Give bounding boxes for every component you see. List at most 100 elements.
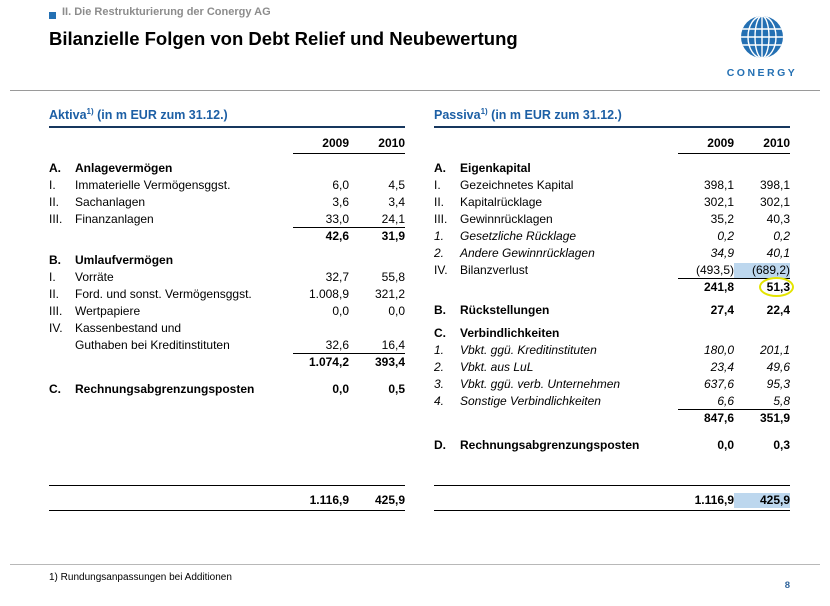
row-values: 637,6 95,3 <box>678 377 790 392</box>
col-header: 2010 <box>763 136 790 151</box>
row-values: 27,4 22,4 <box>678 303 790 318</box>
row-prefix: 1. <box>434 343 445 358</box>
row-label: Gewinnrücklagen <box>460 212 553 227</box>
logo-wordmark: CONERGY <box>726 67 798 79</box>
row-label: Umlaufvermögen <box>75 253 174 268</box>
row-label: Guthaben bei Kreditinstituten <box>75 338 230 353</box>
value-cell: 180,0 <box>678 343 734 358</box>
value-cell <box>293 161 349 176</box>
row-prefix: III. <box>434 212 448 227</box>
value-cell: 398,1 <box>734 178 790 193</box>
value: 393,4 <box>374 355 405 370</box>
value-cell: 31,9 <box>349 229 405 244</box>
footer-divider <box>10 564 820 565</box>
value: 398,1 <box>703 178 734 193</box>
row-values: 398,1 398,1 <box>678 178 790 193</box>
table-row: B. Rückstellungen 27,4 22,4 <box>434 301 790 318</box>
value: 637,6 <box>703 377 734 392</box>
row-values: 1.074,2 393,4 <box>293 353 405 370</box>
value-cell: 4,5 <box>349 178 405 193</box>
value-cell: 847,6 <box>678 411 734 426</box>
value-cell: 32,7 <box>293 270 349 285</box>
passiva-table: Passiva1) (in m EUR zum 31.12.) 2009 2010… <box>434 107 795 511</box>
row-label: Verbindlichkeiten <box>460 326 560 341</box>
value-cell <box>293 253 349 268</box>
spacer-row <box>49 244 405 251</box>
value: 35,2 <box>710 212 734 227</box>
row-prefix: III. <box>49 304 63 319</box>
footnote: 1) Rundungsanpassungen bei Additionen <box>49 572 232 583</box>
table-row: 2. Vbkt. aus LuL 23,4 49,6 <box>434 358 790 375</box>
row-label: Bilanzverlust <box>460 263 529 278</box>
footnote-ref: 1) <box>480 107 488 116</box>
table-row: I. Immaterielle Vermögensggst. 6,0 4,5 <box>49 176 405 193</box>
value-cell: 0,5 <box>349 382 405 397</box>
value-cell: 321,2 <box>349 287 405 302</box>
row-prefix: B. <box>434 303 446 318</box>
value: 241,8 <box>703 280 734 295</box>
row-label: Vbkt. ggü. Kreditinstituten <box>460 343 597 358</box>
value: 31,9 <box>381 229 405 244</box>
column-header-row: 2009 2010 <box>49 136 405 155</box>
value: 302,1 <box>759 195 790 210</box>
table-body: A. Anlagevermögen I. Immaterielle Vermögens… <box>49 159 405 511</box>
value: 3,6 <box>332 195 349 210</box>
value-cell: 0,2 <box>678 229 734 244</box>
row-values: 302,1 302,1 <box>678 195 790 210</box>
value: 0,2 <box>773 229 790 244</box>
row-prefix: IV. <box>434 263 448 278</box>
value-cell: 1.116,9 <box>293 493 349 508</box>
value: 49,6 <box>766 360 790 375</box>
row-label: Vorräte <box>75 270 114 285</box>
row-label: Eigenkapital <box>460 161 531 176</box>
value-cell <box>293 321 349 336</box>
spacer-row <box>434 426 790 436</box>
value: 0,5 <box>388 382 405 397</box>
value-cell: 95,3 <box>734 377 790 392</box>
row-prefix: III. <box>49 212 63 227</box>
value: 425,9 <box>374 493 405 507</box>
value-cell: 302,1 <box>678 195 734 210</box>
value-cell: 0,0 <box>678 438 734 453</box>
value-cell: 6,6 <box>678 394 734 409</box>
row-values: 35,2 40,3 <box>678 212 790 227</box>
kicker-bullet-icon <box>49 12 56 19</box>
value: 0,0 <box>717 438 734 453</box>
table-row: 241,8 51,3 <box>434 277 795 298</box>
row-values: 34,9 40,1 <box>678 246 790 261</box>
value-cell <box>678 161 734 176</box>
table-row: II. Sachanlagen 3,6 3,4 <box>49 193 405 210</box>
value-cell: (689,2) <box>734 263 790 279</box>
value-cell: 3,4 <box>349 195 405 210</box>
value: 32,7 <box>325 270 349 285</box>
col-header: 2009 <box>707 136 734 151</box>
value-cell: 27,4 <box>678 303 734 318</box>
value-cell: 351,9 <box>734 411 790 426</box>
value: 201,1 <box>759 343 790 358</box>
value: 24,1 <box>381 212 405 227</box>
value-cell: 40,3 <box>734 212 790 227</box>
table-title: Aktiva <box>49 108 87 123</box>
value: 3,4 <box>388 195 405 210</box>
row-label: Rechnungsabgrenzungsposten <box>75 382 255 397</box>
table-row: III. Finanzanlagen 33,0 24,1 <box>49 210 405 227</box>
header-divider <box>10 90 820 91</box>
table-row: 847,6 351,9 <box>434 409 790 426</box>
table-row: B. Umlaufvermögen <box>49 251 405 268</box>
value-cell: 302,1 <box>734 195 790 210</box>
value-cell: 0,3 <box>734 438 790 453</box>
value-cell: 6,0 <box>293 178 349 193</box>
value: (689,2) <box>751 263 790 278</box>
row-label: Sachanlagen <box>75 195 146 210</box>
row-prefix: A. <box>49 161 61 176</box>
table-row: D. Rechnungsabgrenzungsposten 0,0 0,3 <box>434 436 790 453</box>
value: 40,1 <box>766 246 790 261</box>
value-cell: (493,5) <box>678 263 734 278</box>
row-prefix: I. <box>49 270 56 285</box>
value-cell: 0,0 <box>293 382 349 397</box>
row-prefix: II. <box>49 195 60 210</box>
row-label: Vbkt. aus LuL <box>460 360 534 375</box>
value-cell: 425,9 <box>734 493 790 508</box>
table-subtitle: (in m EUR zum 31.12.) <box>487 108 622 123</box>
col-header: 2010 <box>378 136 405 151</box>
